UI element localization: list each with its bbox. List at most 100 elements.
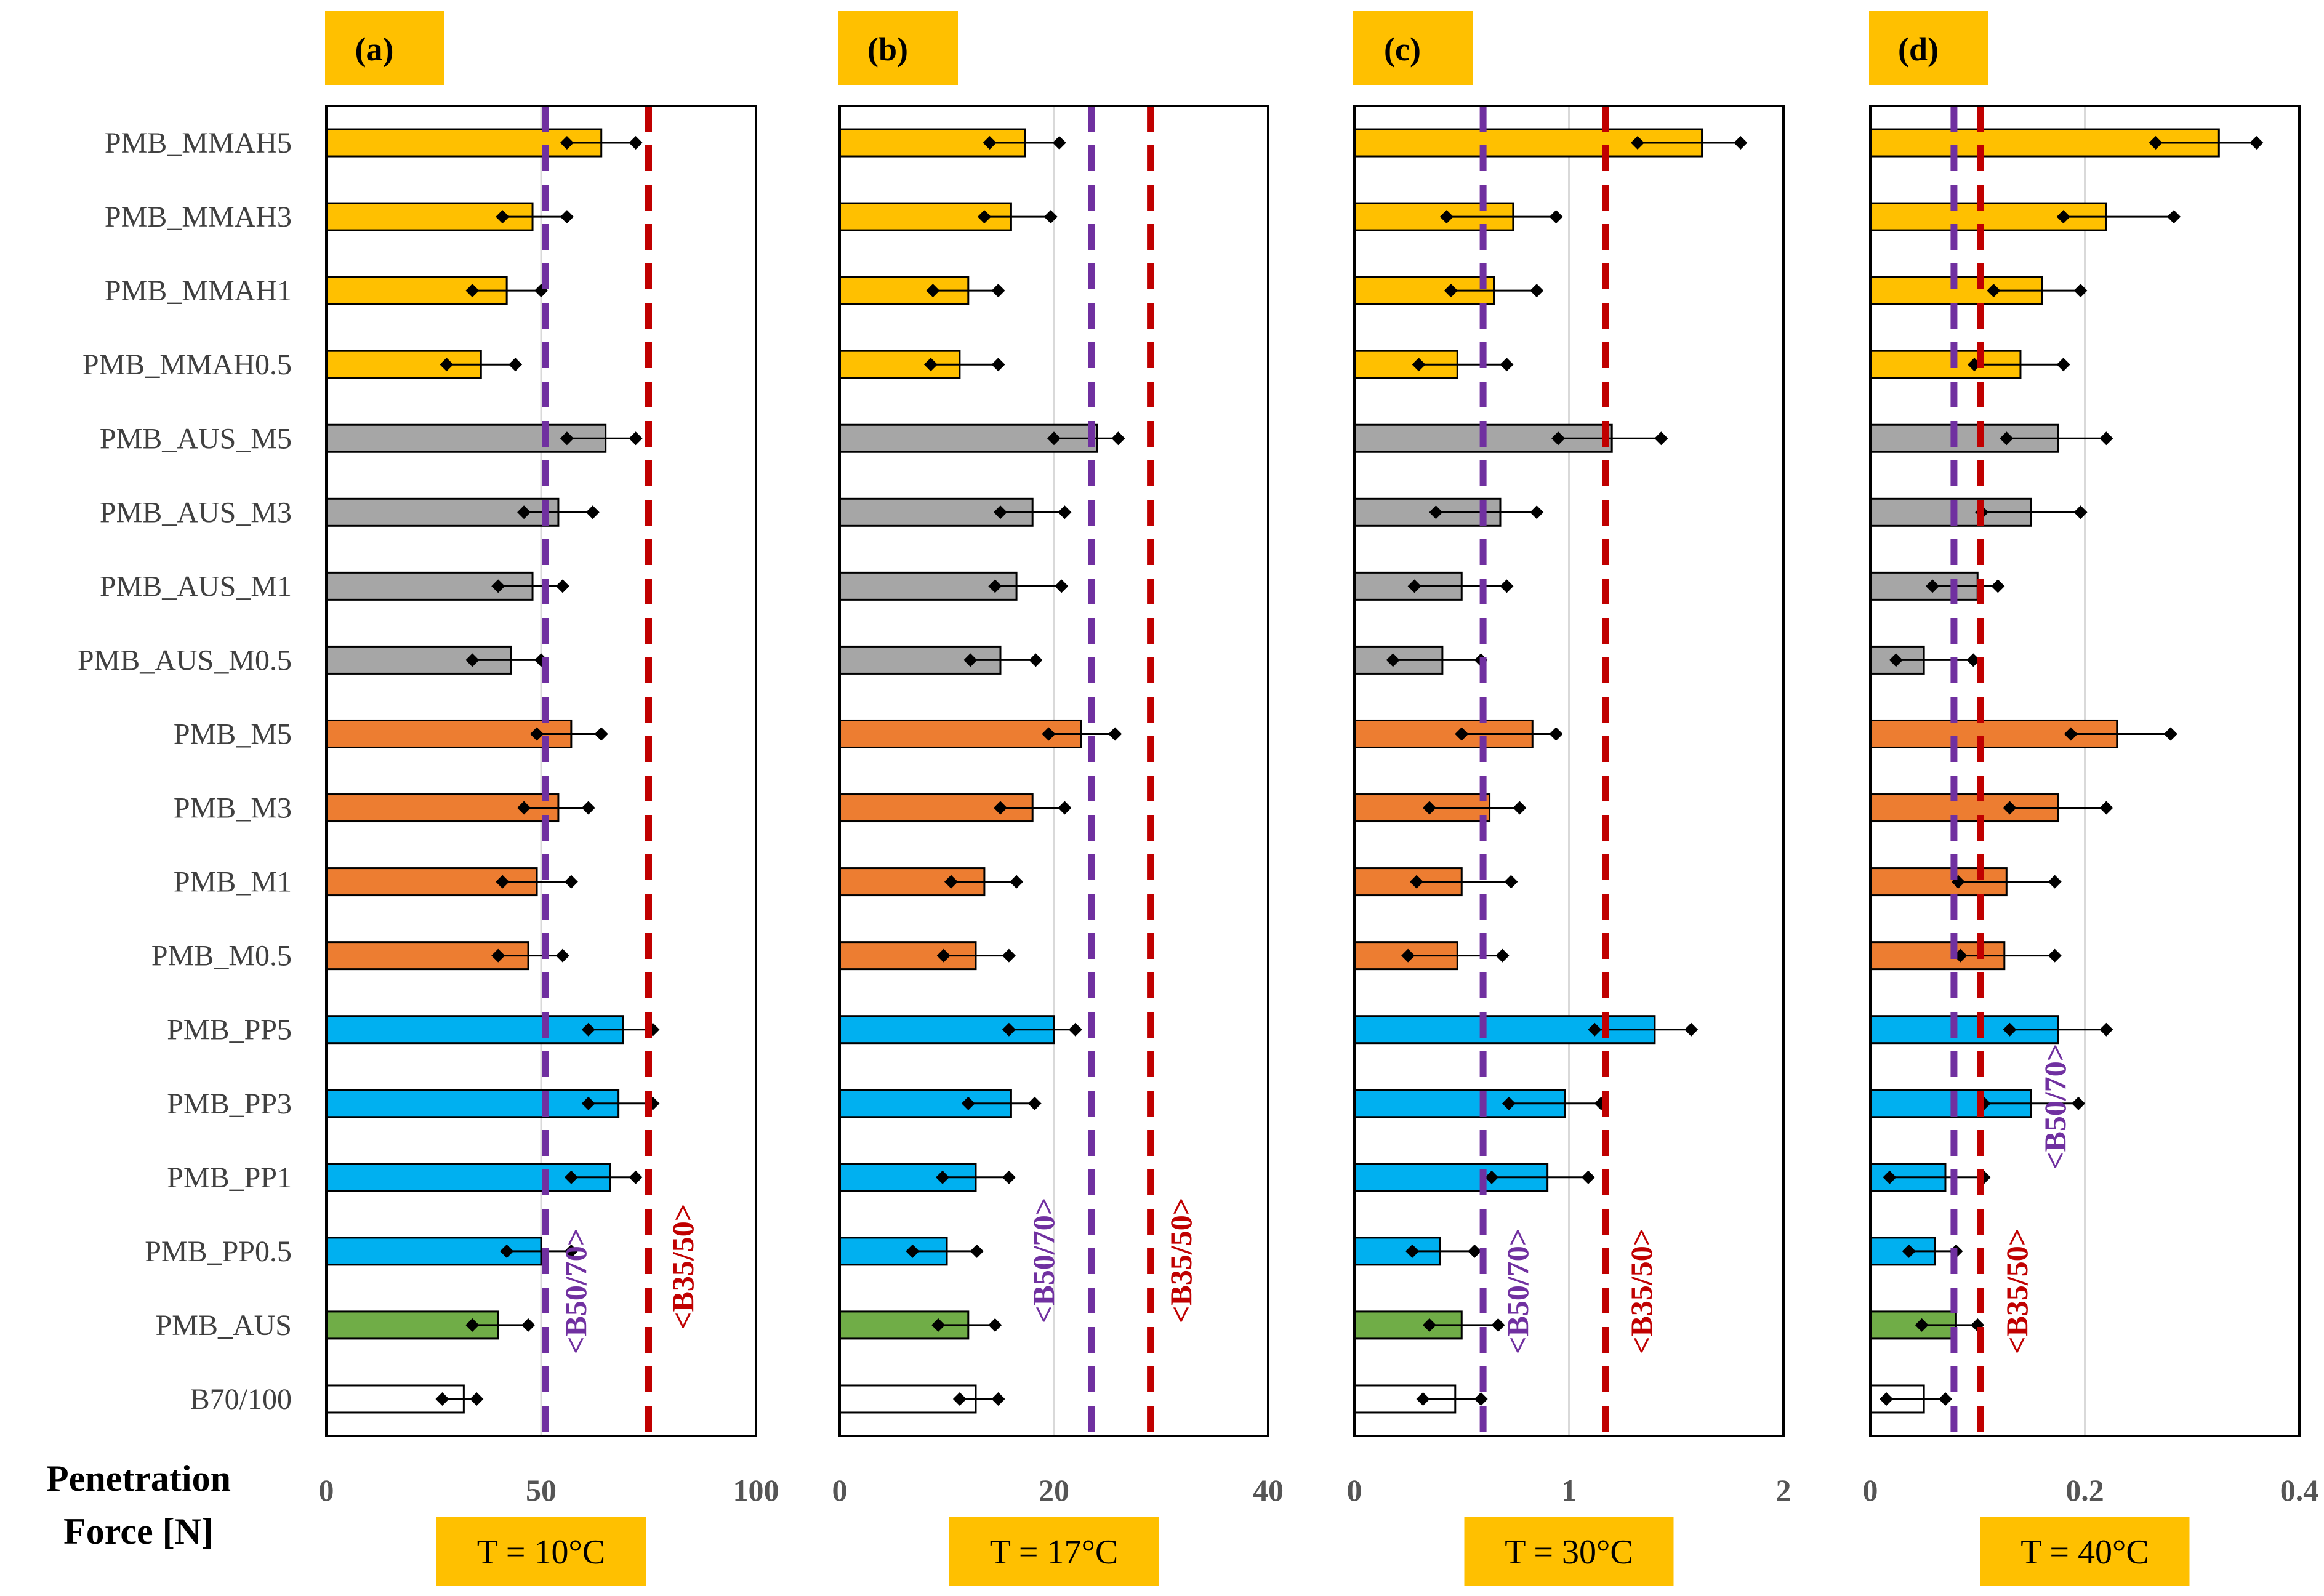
data-point — [521, 1318, 536, 1332]
data-point — [931, 1318, 946, 1332]
temperature-label: T = 30°C — [1505, 1533, 1633, 1571]
category-label: B70/100 — [190, 1383, 292, 1416]
data-point — [988, 579, 1002, 593]
data-point — [1108, 727, 1122, 741]
category-label: PMB_MMAH0.5 — [82, 348, 292, 381]
data-point — [1549, 727, 1563, 741]
panel-d: <B50/70> <B35/50> 0 0.2 0.4 (d) T = 40°C — [1863, 11, 2318, 1586]
data-point — [1915, 1318, 1929, 1332]
data-point — [564, 1170, 578, 1184]
reference-label-B35-50: <B35/50> — [665, 1204, 700, 1329]
plot-frame — [1353, 105, 1785, 1437]
category-label: PMB_PP3 — [167, 1088, 292, 1120]
data-point — [2072, 1096, 2086, 1110]
data-point — [581, 801, 595, 815]
data-point — [555, 579, 569, 593]
data-point — [1468, 1244, 1482, 1258]
category-label: PMB_PP1 — [167, 1161, 292, 1194]
data-point — [435, 1392, 449, 1406]
data-point — [2073, 505, 2088, 519]
data-point — [560, 431, 574, 446]
data-point — [585, 505, 600, 519]
temperature-box — [1980, 1517, 2190, 1586]
temperature-label: T = 10°C — [477, 1533, 606, 1571]
panel-label-box — [838, 11, 958, 85]
data-point — [977, 210, 991, 224]
category-label: PMB_AUS_M1 — [100, 570, 292, 603]
category-label: PMB_MMAH1 — [105, 275, 292, 307]
data-point — [1010, 875, 1024, 889]
x-tick-label: 20 — [1039, 1473, 1069, 1507]
temperature-box — [436, 1517, 646, 1586]
data-point — [496, 210, 510, 224]
temperature-box — [1464, 1517, 1674, 1586]
data-point — [500, 1244, 514, 1258]
data-point — [1491, 1318, 1505, 1332]
data-point — [1581, 1170, 1595, 1184]
temperature-label: T = 17°C — [990, 1533, 1119, 1571]
panel-a: <B50/70> <B35/50> 0 50 100 (a) T = 10°C — [319, 11, 779, 1586]
category-label: PMB_AUS — [156, 1309, 292, 1342]
data-point — [560, 210, 574, 224]
data-point — [1966, 653, 1980, 667]
data-point — [1530, 505, 1544, 519]
category-label: PMB_M3 — [174, 792, 292, 825]
category-label: PMB_M1 — [174, 866, 292, 899]
bar — [1353, 276, 1495, 305]
data-point — [517, 801, 531, 815]
data-point — [2003, 1022, 2017, 1037]
category-label: PMB_AUS_M3 — [100, 496, 292, 529]
bar — [325, 128, 603, 158]
data-point — [470, 1392, 484, 1406]
data-point — [944, 875, 958, 889]
data-point — [440, 358, 454, 372]
data-point — [2000, 431, 2014, 446]
data-point — [530, 727, 544, 741]
plot-frame — [325, 105, 757, 1437]
reference-label-B50-70: <B50/70> — [558, 1229, 593, 1354]
data-point — [555, 948, 569, 963]
category-labels: PMB_MMAH5 PMB_MMAH3 PMB_MMAH1 PMB_MMAH0.5 PM… — [78, 127, 292, 1416]
data-point — [1058, 801, 1072, 815]
data-point — [952, 1392, 967, 1406]
data-point — [629, 136, 643, 150]
x-tick-label: 1 — [1561, 1473, 1577, 1507]
data-point — [963, 653, 978, 667]
data-point — [560, 136, 574, 150]
panel-label: (a) — [355, 31, 394, 68]
data-point — [1407, 579, 1421, 593]
data-point — [1068, 1022, 1082, 1037]
data-point — [1530, 284, 1544, 298]
data-point — [936, 948, 951, 963]
data-point — [1495, 948, 1510, 963]
x-tick-label: 50 — [526, 1473, 557, 1507]
data-point — [1455, 727, 1469, 741]
data-point — [1042, 727, 1056, 741]
data-point — [961, 1096, 975, 1110]
data-point — [509, 358, 523, 372]
temperature-label: T = 40°C — [2020, 1533, 2149, 1571]
x-tick-label: 0 — [832, 1473, 848, 1507]
category-label: PMB_M0.5 — [151, 940, 292, 972]
x-tick-label: 0 — [319, 1473, 334, 1507]
category-label: PMB_AUS_M0.5 — [78, 644, 292, 676]
x-tick-label: 100 — [733, 1473, 779, 1507]
bar — [838, 571, 1018, 601]
data-point — [1058, 505, 1072, 519]
bar — [325, 423, 607, 453]
data-point — [1410, 875, 1424, 889]
data-point — [1883, 1170, 1897, 1184]
data-point — [991, 284, 1005, 298]
reference-label-B35-50: <B35/50> — [1624, 1229, 1659, 1354]
bar — [325, 1089, 620, 1118]
data-point — [1386, 653, 1400, 667]
data-point — [1422, 801, 1436, 815]
data-point — [2056, 358, 2070, 372]
data-point — [2073, 284, 2088, 298]
bar — [838, 719, 1082, 748]
category-label: PMB_PP0.5 — [145, 1235, 292, 1268]
data-point — [1504, 875, 1518, 889]
data-point — [970, 1244, 984, 1258]
data-point — [1474, 1392, 1488, 1406]
reference-label-B50-70: <B50/70> — [1500, 1229, 1535, 1354]
